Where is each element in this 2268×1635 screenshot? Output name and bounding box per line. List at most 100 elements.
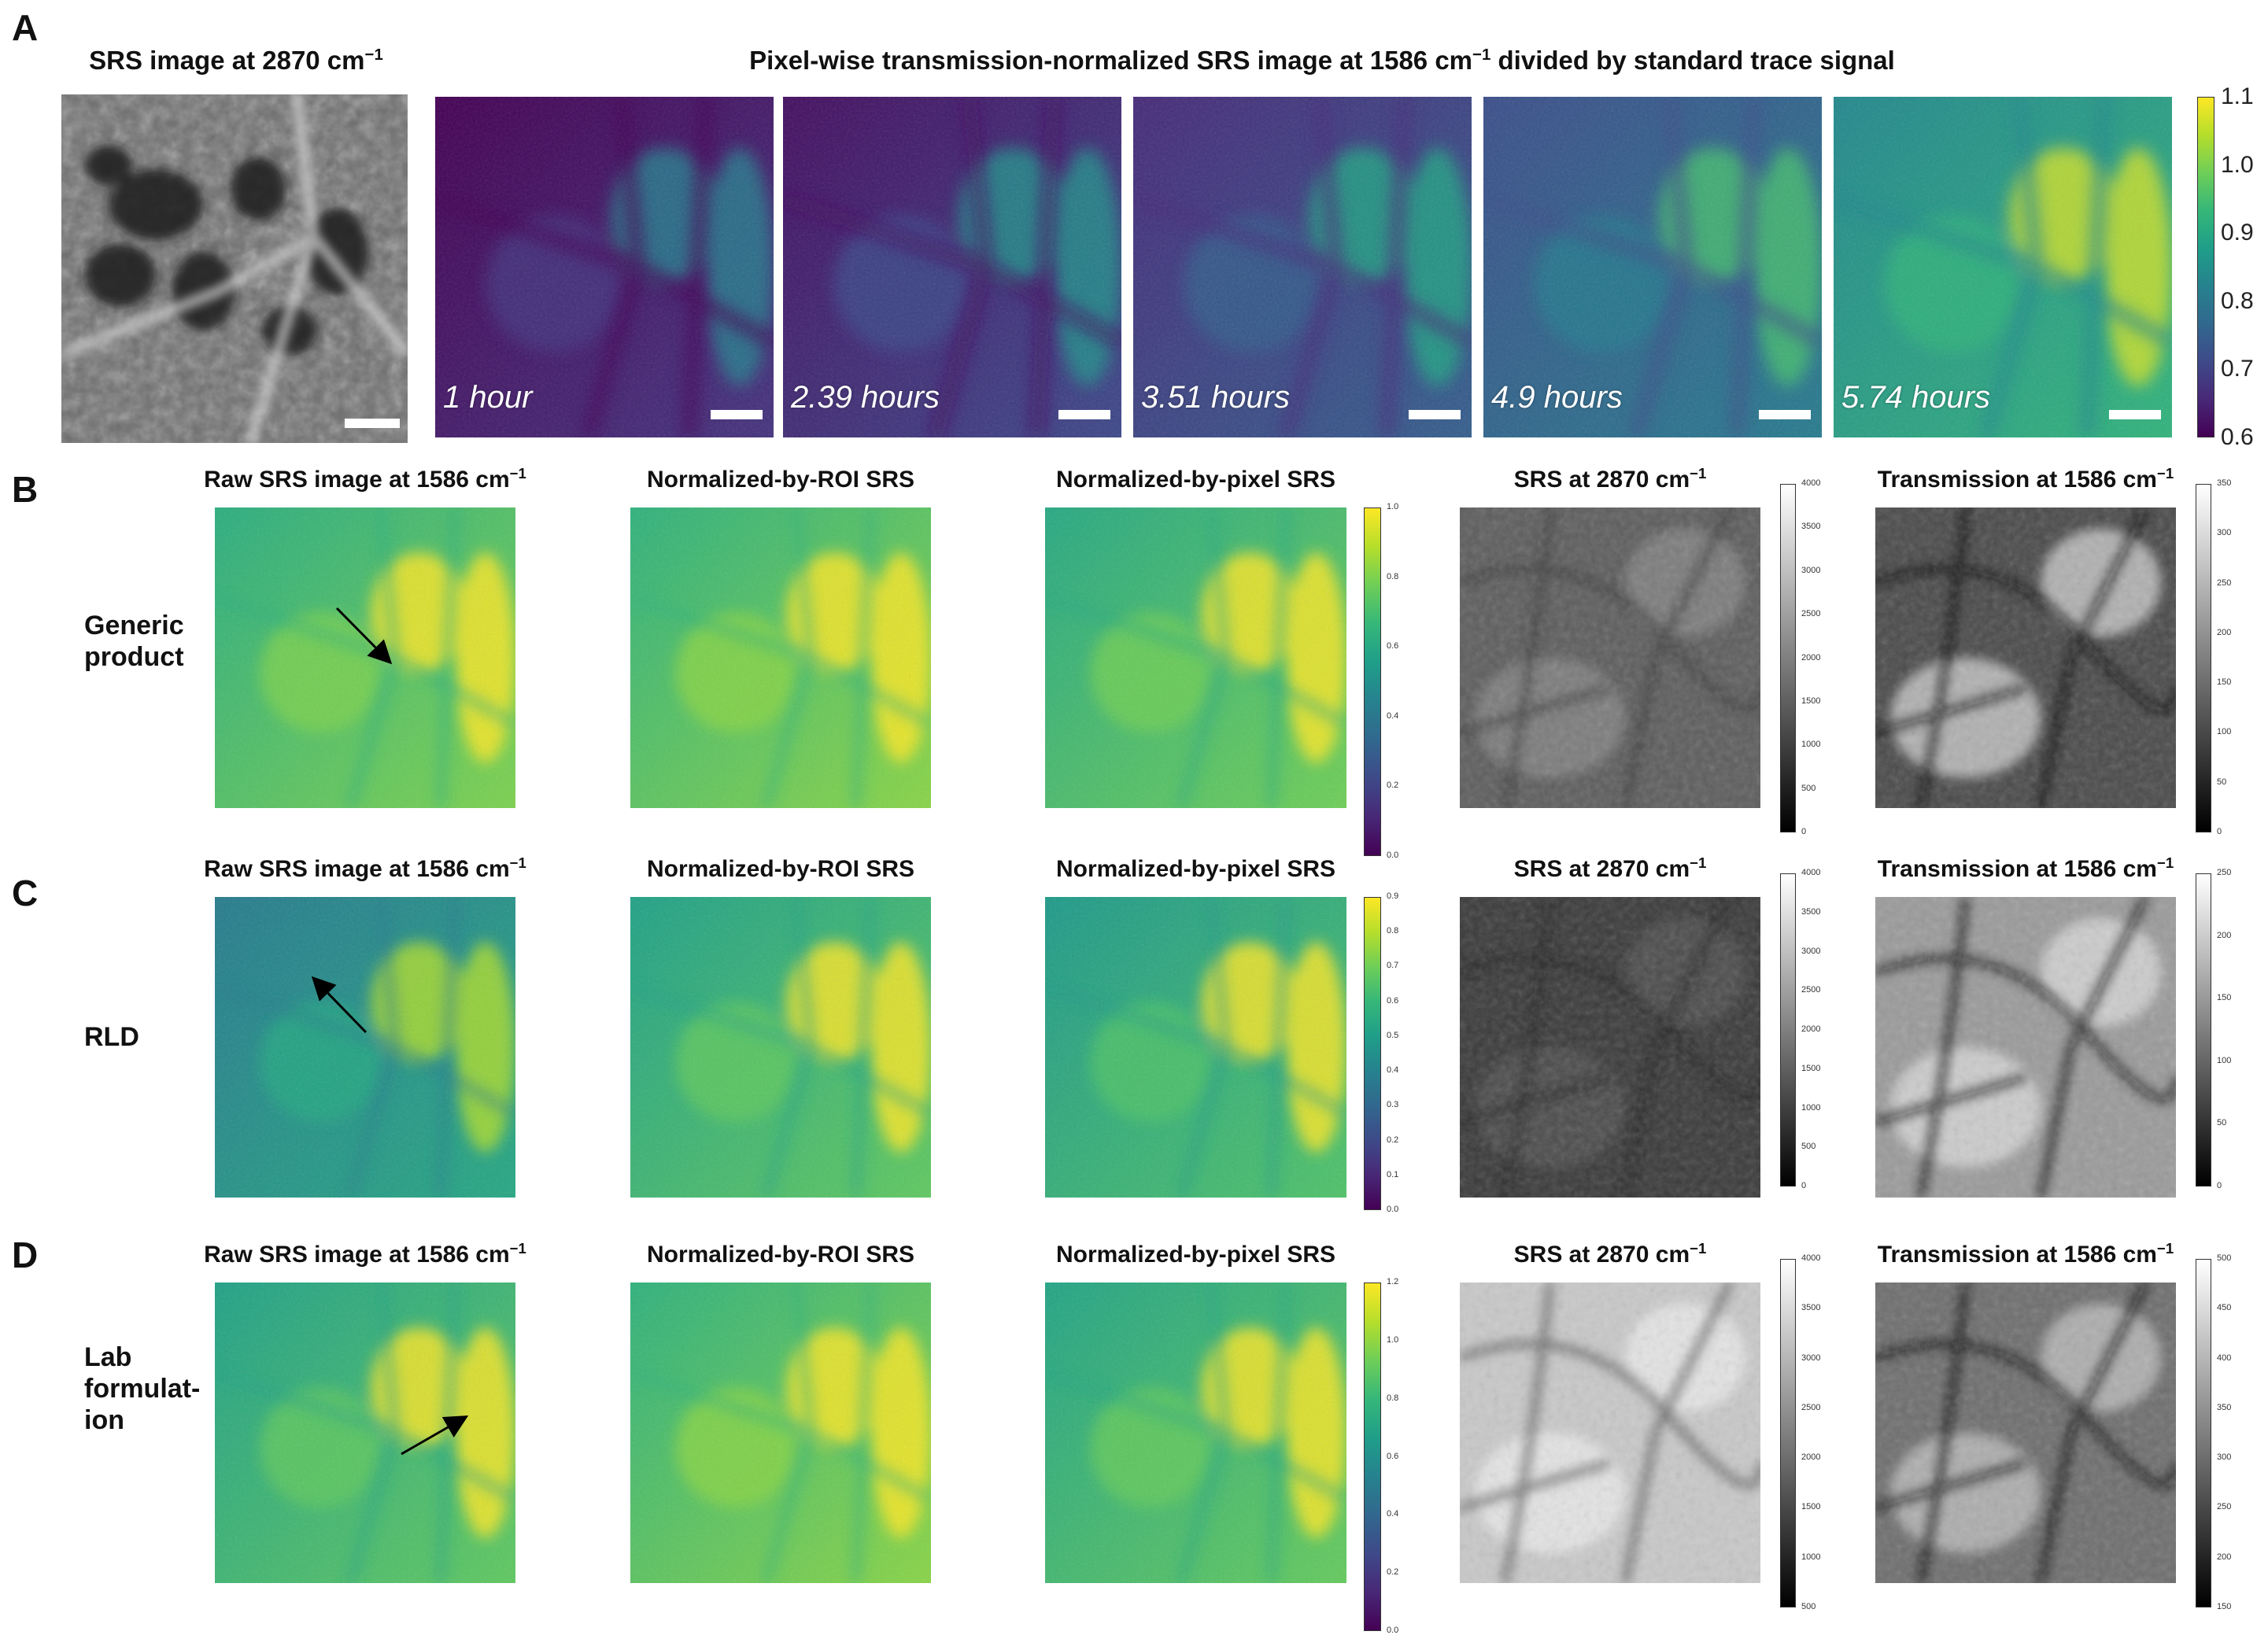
colorbar-tick: 500 bbox=[1801, 1602, 1816, 1611]
colorbar-tick: 2000 bbox=[1801, 1024, 1821, 1034]
colorbar-tick: 150 bbox=[2217, 993, 2232, 1003]
colorbar-tick: 200 bbox=[2217, 930, 2232, 940]
colorbar-tick: 1500 bbox=[1801, 696, 1821, 706]
colorbar-tick: 3500 bbox=[1801, 906, 1821, 917]
colorbar-tick: 0.2 bbox=[1387, 1567, 1399, 1578]
colorbar-tick: 50 bbox=[2217, 1118, 2227, 1128]
colorbar-tick: 150 bbox=[2217, 1602, 2232, 1611]
colorbar-tick: 0.0 bbox=[1387, 1205, 1399, 1214]
colorbar-tick: 1000 bbox=[1801, 1552, 1821, 1562]
time-label: 1 hour bbox=[443, 380, 533, 415]
colorbar-gray-srs bbox=[1780, 484, 1796, 832]
row-name: formulat- bbox=[84, 1374, 201, 1404]
colorbar-tick: 0.2 bbox=[1387, 1135, 1399, 1145]
subplot-title-pix: Normalized-by-pixel SRS bbox=[1055, 856, 1336, 882]
colorbar-tick: 0.4 bbox=[1387, 710, 1399, 721]
colorbar-tick: 100 bbox=[2217, 727, 2232, 737]
subplot-image-trans bbox=[1875, 507, 2176, 808]
colorbar-tick: 1500 bbox=[1801, 1063, 1821, 1073]
panel-label: D bbox=[12, 1235, 39, 1275]
subplot-image-srs bbox=[1460, 507, 1760, 808]
subplot-image-raw bbox=[215, 897, 515, 1198]
subplot-title-trans: Transmission at 1586 cm−1 bbox=[1877, 854, 2174, 882]
colorbar-tick: 250 bbox=[2217, 578, 2232, 588]
subplot-image-roi bbox=[630, 1283, 931, 1583]
time-series-image: 1 hour bbox=[435, 97, 774, 437]
time-label: 2.39 hours bbox=[791, 380, 940, 415]
colorbar-tick: 0.8 bbox=[1387, 926, 1399, 936]
colorbar-a bbox=[2197, 97, 2214, 437]
colorbar-tick: 2500 bbox=[1801, 609, 1821, 619]
colorbar-tick: 0.2 bbox=[1387, 781, 1399, 791]
subplot-title-trans: Transmission at 1586 cm−1 bbox=[1877, 465, 2174, 493]
colorbar-tick: 0.4 bbox=[1387, 1509, 1399, 1519]
colorbar-tick: 500 bbox=[2217, 1253, 2232, 1263]
scale-bar bbox=[345, 419, 400, 428]
colorbar-tick: 0.6 bbox=[1387, 1451, 1399, 1461]
subplot-title-pix: Normalized-by-pixel SRS bbox=[1055, 1242, 1336, 1268]
colorbar-tick: 1000 bbox=[1801, 1102, 1821, 1113]
colorbar-tick: 500 bbox=[1801, 783, 1816, 793]
subplot-title-raw: Raw SRS image at 1586 cm−1 bbox=[204, 465, 526, 493]
subplot-image-roi bbox=[630, 507, 931, 808]
row-name: Generic bbox=[84, 611, 184, 640]
subplot-image-srs bbox=[1460, 897, 1760, 1198]
colorbar-tick: 300 bbox=[2217, 528, 2232, 538]
colorbar-tick: 0 bbox=[2217, 1181, 2222, 1190]
colorbar-tick: 300 bbox=[2217, 1452, 2232, 1463]
row-name: ion bbox=[84, 1405, 124, 1435]
colorbar-tick: 0.3 bbox=[1387, 1100, 1399, 1110]
colorbar-tick: 4000 bbox=[1801, 868, 1821, 877]
colorbar-tick: 1500 bbox=[1801, 1502, 1821, 1512]
colorbar-viridis bbox=[1364, 897, 1381, 1210]
colorbar-tick: 350 bbox=[2217, 1402, 2232, 1412]
colorbar-tick: 500 bbox=[1801, 1142, 1816, 1152]
colorbar-tick: 50 bbox=[2217, 777, 2227, 787]
row-name: RLD bbox=[84, 1022, 139, 1052]
subplot-image-pix bbox=[1045, 897, 1346, 1198]
colorbar-viridis bbox=[1364, 507, 1381, 856]
colorbar-a-tick: 1.0 bbox=[2221, 151, 2254, 178]
colorbar-tick: 3500 bbox=[1801, 522, 1821, 532]
subplot-image-srs bbox=[1460, 1283, 1760, 1583]
colorbar-gray-trans bbox=[2196, 484, 2211, 832]
colorbar-tick: 350 bbox=[2217, 478, 2232, 488]
subplot-title-roi: Normalized-by-ROI SRS bbox=[646, 1242, 915, 1268]
colorbar-tick: 200 bbox=[2217, 627, 2232, 637]
colorbar-tick: 4000 bbox=[1801, 1253, 1821, 1263]
row-name: product bbox=[84, 642, 184, 672]
colorbar-tick: 0.6 bbox=[1387, 995, 1399, 1006]
colorbar-tick: 0.0 bbox=[1387, 1626, 1399, 1635]
colorbar-a-tick: 1.1 bbox=[2221, 83, 2254, 109]
subplot-title-roi: Normalized-by-ROI SRS bbox=[646, 467, 915, 493]
time-series-image: 5.74 hours bbox=[1834, 97, 2172, 437]
subplot-image-pix bbox=[1045, 507, 1346, 808]
colorbar-tick: 2500 bbox=[1801, 985, 1821, 995]
colorbar-tick: 0.9 bbox=[1387, 891, 1399, 901]
colorbar-gray-srs bbox=[1780, 873, 1796, 1187]
colorbar-tick: 150 bbox=[2217, 677, 2232, 688]
colorbar-gray-srs bbox=[1780, 1259, 1796, 1607]
subplot-title-srs: SRS at 2870 cm−1 bbox=[1513, 465, 1707, 493]
colorbar-gray-trans bbox=[2196, 873, 2211, 1187]
panel-a-left-title: SRS image at 2870 cm−1 bbox=[89, 46, 383, 75]
colorbar-tick: 0 bbox=[1801, 1181, 1807, 1190]
scale-bar bbox=[1058, 410, 1110, 419]
panel-label-a: A bbox=[12, 7, 39, 48]
colorbar-a-tick: 0.6 bbox=[2221, 424, 2254, 450]
colorbar-tick: 250 bbox=[2217, 1502, 2232, 1512]
colorbar-tick: 1.2 bbox=[1387, 1277, 1399, 1286]
scale-bar bbox=[711, 410, 763, 419]
subplot-title-roi: Normalized-by-ROI SRS bbox=[646, 856, 915, 882]
colorbar-tick: 0.1 bbox=[1387, 1169, 1399, 1179]
colorbar-tick: 2500 bbox=[1801, 1402, 1821, 1412]
time-label: 5.74 hours bbox=[1841, 380, 1991, 415]
colorbar-tick: 3500 bbox=[1801, 1303, 1821, 1313]
colorbar-tick: 4000 bbox=[1801, 478, 1821, 488]
subplot-title-trans: Transmission at 1586 cm−1 bbox=[1877, 1240, 2174, 1268]
colorbar-tick: 3000 bbox=[1801, 565, 1821, 575]
panel-label: C bbox=[12, 873, 39, 913]
colorbar-tick: 0.7 bbox=[1387, 961, 1399, 971]
subplot-image-raw bbox=[215, 507, 515, 808]
colorbar-tick: 2000 bbox=[1801, 652, 1821, 662]
